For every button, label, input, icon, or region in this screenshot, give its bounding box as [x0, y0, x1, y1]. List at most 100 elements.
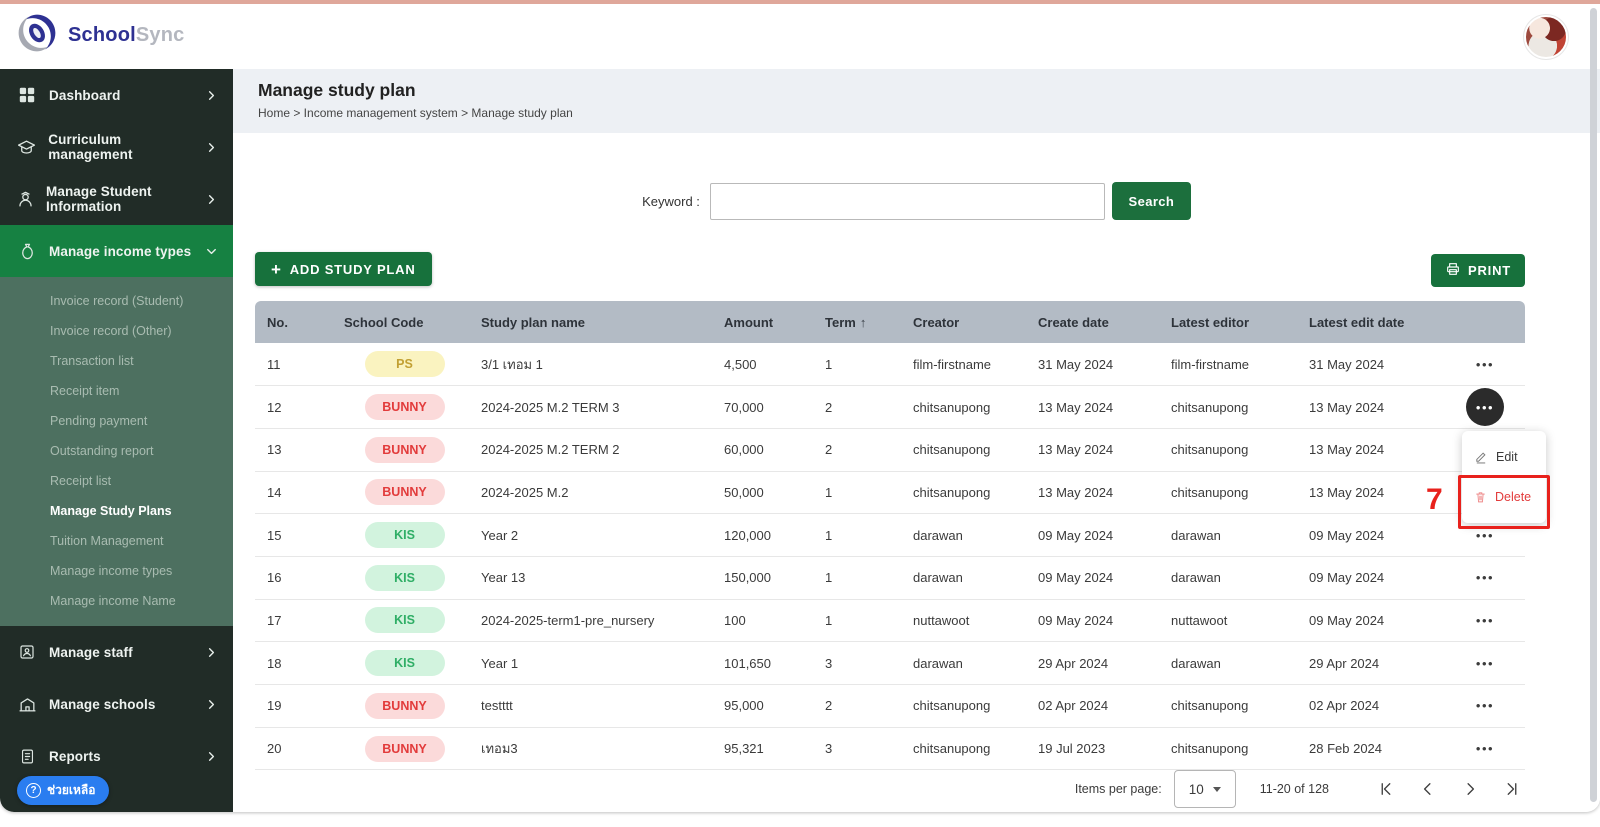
- last-page-button[interactable]: [1499, 776, 1525, 802]
- add-study-plan-button[interactable]: + ADD STUDY PLAN: [255, 252, 432, 286]
- cell-latest-edit-date: 09 May 2024: [1297, 513, 1445, 557]
- cell-plan-name: 2024-2025 M.2 TERM 2: [469, 428, 712, 472]
- school-code-badge: KIS: [364, 564, 445, 591]
- cell-creator: nuttawoot: [901, 599, 1026, 643]
- brand-swirl-icon: [16, 12, 58, 59]
- cell-no: 16: [255, 556, 332, 600]
- next-page-button[interactable]: [1457, 776, 1483, 802]
- subitem-outstanding-report[interactable]: Outstanding report: [50, 444, 154, 458]
- cell-amount: 60,000: [712, 428, 813, 472]
- col-latest-edit-date: Latest edit date: [1297, 301, 1445, 343]
- cell-create-date: 09 May 2024: [1026, 513, 1159, 557]
- col-no: No.: [255, 301, 332, 343]
- row-actions-button[interactable]: [1466, 644, 1504, 682]
- row-actions-button[interactable]: [1466, 730, 1504, 768]
- cell-term: 2: [813, 385, 901, 429]
- cell-creator: chitsanupong: [901, 428, 1026, 472]
- row-actions-button[interactable]: [1466, 687, 1504, 725]
- sidebar-item-manage-staff[interactable]: Manage staff: [0, 626, 233, 678]
- cell-creator: chitsanupong: [901, 385, 1026, 429]
- brand-name: SchoolSync: [68, 24, 185, 46]
- annotation-label: 7: [1426, 483, 1443, 516]
- cell-no: 11: [255, 343, 332, 387]
- row-actions-button[interactable]: [1466, 345, 1504, 383]
- subitem-transaction-list[interactable]: Transaction list: [50, 354, 134, 368]
- sidebar-item-curriculum-management[interactable]: Curriculum management: [0, 121, 233, 173]
- pagination: Items per page: 10 11-20 of 128: [1075, 769, 1525, 809]
- cell-amount: 4,500: [712, 343, 813, 387]
- first-page-button[interactable]: [1373, 776, 1399, 802]
- col-create-date: Create date: [1026, 301, 1159, 343]
- user-avatar[interactable]: [1524, 15, 1568, 59]
- menu-item-delete[interactable]: Delete: [1462, 477, 1546, 517]
- cell-plan-name: 2024-2025 M.2: [469, 471, 712, 515]
- school-building-icon: [16, 695, 38, 714]
- subitem-invoice-record-student[interactable]: Invoice record (Student): [50, 294, 184, 308]
- cell-creator: chitsanupong: [901, 471, 1026, 515]
- cell-school-code: PS: [332, 343, 469, 387]
- help-button[interactable]: ? ช่วยเหลือ: [17, 776, 109, 805]
- cell-term: 1: [813, 599, 901, 643]
- sidebar-item-manage-student-information[interactable]: Manage Student Information: [0, 173, 233, 225]
- subitem-invoice-record-other[interactable]: Invoice record (Other): [50, 324, 172, 338]
- row-actions-button-open[interactable]: [1466, 388, 1504, 427]
- menu-item-edit[interactable]: Edit: [1462, 437, 1546, 477]
- cell-amount: 120,000: [712, 513, 813, 557]
- row-actions-button[interactable]: [1466, 601, 1504, 639]
- school-code-badge: BUNNY: [364, 479, 445, 506]
- page-header: Manage study plan Home > Income manageme…: [233, 69, 1600, 133]
- subitem-manage-income-types[interactable]: Manage income types: [50, 564, 173, 578]
- cell-school-code: BUNNY: [332, 727, 469, 771]
- school-code-badge: BUNNY: [364, 436, 445, 463]
- search-button[interactable]: Search: [1111, 182, 1191, 220]
- items-per-page-select[interactable]: 10: [1173, 770, 1236, 808]
- cell-latest-editor: chitsanupong: [1159, 684, 1297, 728]
- sidebar-item-manage-schools[interactable]: Manage schools: [0, 678, 233, 730]
- sidebar-item-dashboard[interactable]: Dashboard: [0, 69, 233, 121]
- chevron-right-icon: [204, 192, 219, 207]
- caret-down-icon: [1212, 786, 1221, 792]
- vertical-scrollbar[interactable]: [1590, 8, 1597, 802]
- cell-actions: [1445, 684, 1525, 728]
- report-document-icon: [16, 748, 38, 765]
- cell-no: 13: [255, 428, 332, 472]
- subitem-manage-income-name[interactable]: Manage income Name: [50, 594, 176, 608]
- printer-icon: [1445, 261, 1461, 280]
- question-circle-icon: ?: [26, 783, 41, 798]
- brand-logo: SchoolSync: [16, 12, 184, 59]
- previous-page-button[interactable]: [1415, 776, 1441, 802]
- sidebar-item-manage-income-types[interactable]: Manage income types: [0, 225, 233, 277]
- col-term[interactable]: Term ↑: [813, 301, 901, 343]
- main-content: Manage study plan Home > Income manageme…: [233, 69, 1600, 812]
- cell-creator: darawan: [901, 513, 1026, 557]
- sidebar-item-reports[interactable]: Reports: [0, 730, 233, 782]
- items-per-page-label: Items per page:: [1074, 782, 1162, 796]
- col-amount: Amount: [712, 301, 813, 343]
- cell-latest-edit-date: 09 May 2024: [1297, 556, 1445, 600]
- cell-creator: chitsanupong: [901, 727, 1026, 771]
- cell-latest-edit-date: 28 Feb 2024: [1297, 727, 1445, 771]
- cell-create-date: 13 May 2024: [1026, 471, 1159, 515]
- print-button[interactable]: PRINT: [1431, 254, 1525, 287]
- cell-creator: darawan: [901, 556, 1026, 600]
- subitem-receipt-item[interactable]: Receipt item: [50, 384, 120, 398]
- cell-actions: [1445, 385, 1525, 429]
- cell-latest-edit-date: 13 May 2024: [1297, 471, 1445, 515]
- cell-latest-editor: chitsanupong: [1159, 385, 1297, 429]
- subitem-manage-study-plans[interactable]: Manage Study Plans: [50, 504, 172, 518]
- cell-latest-editor: chitsanupong: [1159, 727, 1297, 771]
- cell-latest-editor: nuttawoot: [1159, 599, 1297, 643]
- cell-plan-name: 2024-2025 M.2 TERM 3: [469, 385, 712, 429]
- subitem-pending-payment[interactable]: Pending payment: [50, 414, 148, 428]
- study-plan-table: No. School Code Study plan name Amount T…: [255, 301, 1525, 771]
- school-code-badge: KIS: [364, 607, 445, 634]
- edit-pencil-icon: [1474, 450, 1488, 464]
- row-actions-button[interactable]: [1466, 559, 1504, 597]
- cell-plan-name: Year 13: [469, 556, 712, 600]
- add-study-plan-label: ADD STUDY PLAN: [289, 261, 416, 277]
- keyword-input[interactable]: [709, 182, 1105, 220]
- cell-term: 2: [813, 684, 901, 728]
- subitem-receipt-list[interactable]: Receipt list: [50, 474, 112, 488]
- subitem-tuition-management[interactable]: Tuition Management: [50, 534, 164, 548]
- student-icon: [16, 190, 35, 209]
